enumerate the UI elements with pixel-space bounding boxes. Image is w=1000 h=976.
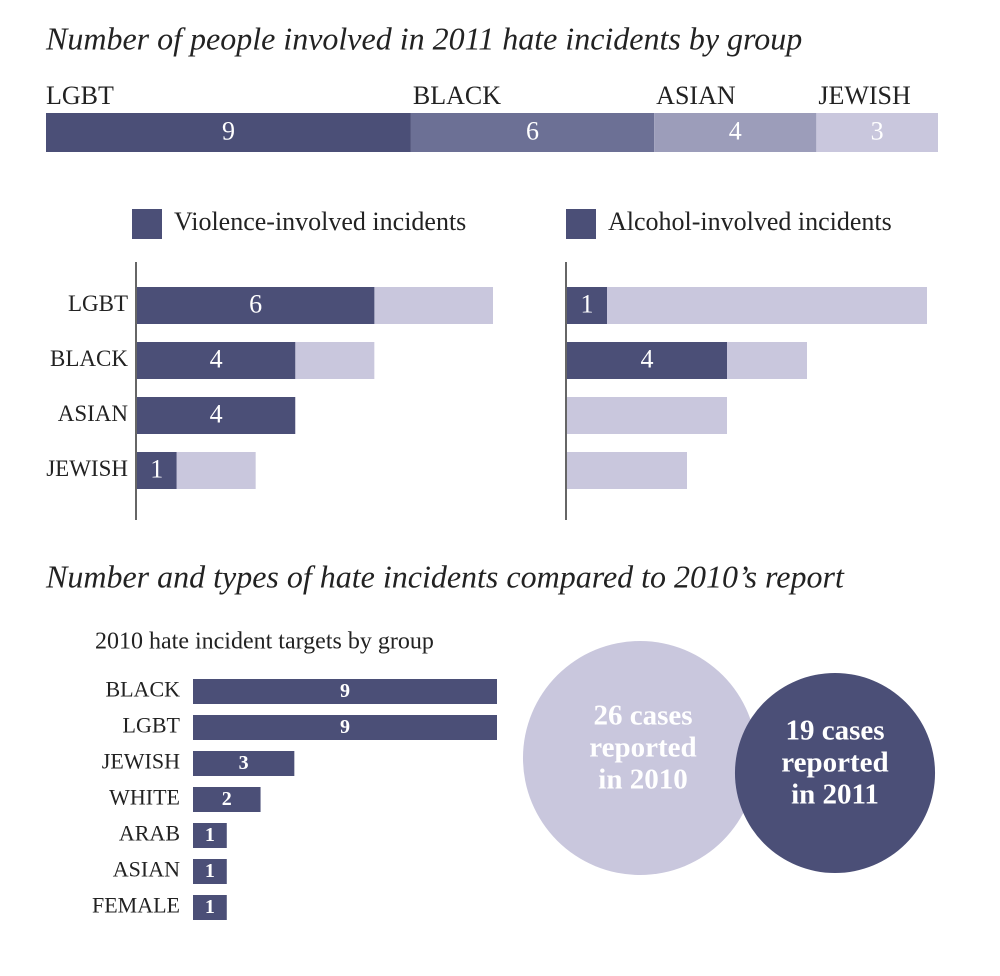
bubble-label: in 2010 [598,764,687,796]
category-label: BLACK [105,677,180,702]
value-label: 1 [150,454,163,483]
value-label: 1 [205,860,215,882]
value-label: 1 [205,896,215,918]
value-label: 4 [210,399,223,428]
bar [193,715,497,740]
bar [137,287,375,324]
bar [137,452,177,489]
value-label: 6 [249,289,262,318]
category-label: ASIAN [656,81,736,110]
value-label: 3 [239,752,249,774]
value-label: 1 [205,824,215,846]
bar [137,397,296,434]
category-label: ASIAN [58,401,129,426]
category-label: BLACK [413,81,501,110]
category-label: LGBT [68,291,128,316]
bubble-label: reported [589,732,696,764]
bar [137,342,296,379]
bar-segment [816,113,938,152]
value-label: 9 [222,116,235,145]
value-label: 4 [729,116,742,145]
section-title: Number and types of hate incidents compa… [45,558,845,594]
category-label: ASIAN [113,857,180,882]
bubble-label: 19 cases [785,715,884,747]
total-bar [567,452,687,489]
bar [193,751,295,776]
chart-title: Number of people involved in 2011 hate i… [45,20,802,56]
category-label: ARAB [119,821,180,846]
bar [567,342,727,379]
value-label: 9 [340,716,350,738]
legend-swatch [132,209,162,239]
total-bar [567,287,927,324]
value-label: 6 [526,116,539,145]
bubble [734,672,936,874]
value-label: 1 [581,289,594,318]
bar [193,859,227,884]
bar-segment [46,113,411,152]
value-label: 4 [210,344,223,373]
category-label: LGBT [46,81,114,110]
category-label: JEWISH [818,81,911,110]
bar [567,287,607,324]
category-label: JEWISH [46,456,128,481]
legend-label: Alcohol-involved incidents [608,207,892,236]
bar [193,895,227,920]
bar [193,823,227,848]
bar [193,679,497,704]
value-label: 9 [340,680,350,702]
category-label: WHITE [109,785,180,810]
category-label: JEWISH [102,749,180,774]
bar [193,787,261,812]
value-label: 3 [871,116,884,145]
bubble [522,640,758,876]
bubble-label: reported [781,747,888,779]
legend-swatch [566,209,596,239]
category-label: FEMALE [92,893,180,918]
chart-subtitle: 2010 hate incident targets by group [95,629,434,655]
legend-label: Violence-involved incidents [174,207,466,236]
bubble-label: 26 cases [593,700,692,732]
category-label: LGBT [123,713,181,738]
bar-segment [654,113,817,152]
bar-segment [410,113,655,152]
bubble-label: in 2011 [791,779,879,811]
value-label: 4 [641,344,654,373]
category-label: BLACK [50,346,128,371]
value-label: 2 [222,788,232,810]
total-bar [567,397,727,434]
